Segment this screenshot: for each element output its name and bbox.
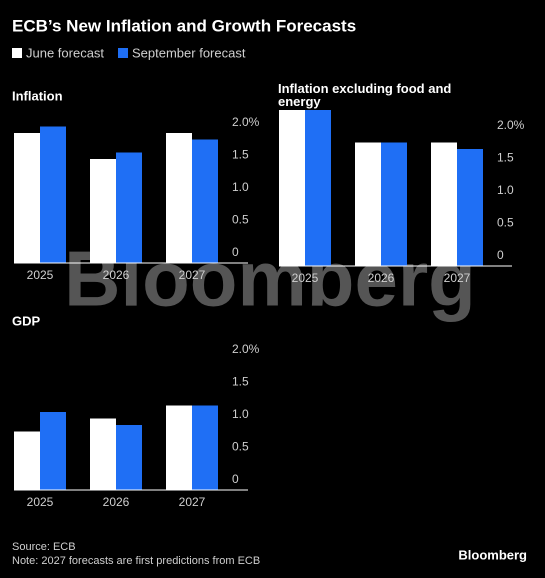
y-tick-label: 1.5 bbox=[497, 151, 514, 165]
x-tick-label: 2026 bbox=[103, 495, 130, 509]
bar bbox=[116, 425, 142, 490]
y-tick-label: 0 bbox=[497, 248, 504, 262]
panel-title: GDP bbox=[12, 313, 41, 328]
y-tick-label: 1.5 bbox=[232, 375, 249, 389]
bar bbox=[40, 412, 66, 490]
bar bbox=[305, 110, 331, 266]
bar bbox=[431, 142, 457, 266]
x-tick-label: 2026 bbox=[103, 268, 130, 282]
note: Note: 2027 forecasts are first predictio… bbox=[12, 555, 260, 567]
bar bbox=[192, 405, 218, 490]
panel-title: Inflation bbox=[12, 88, 63, 103]
chart-title: ECB’s New Inflation and Growth Forecasts bbox=[12, 16, 356, 35]
x-tick-label: 2027 bbox=[179, 268, 206, 282]
bar bbox=[90, 159, 116, 263]
legend-label: September forecast bbox=[132, 45, 246, 60]
x-tick-label: 2026 bbox=[368, 271, 395, 285]
bar bbox=[381, 142, 407, 266]
bar bbox=[279, 110, 305, 266]
y-tick-label: 0 bbox=[232, 245, 239, 259]
y-tick-label: 2.0% bbox=[232, 115, 260, 129]
x-tick-label: 2027 bbox=[179, 495, 206, 509]
y-tick-label: 0.5 bbox=[232, 213, 249, 227]
bar bbox=[192, 139, 218, 263]
y-tick-label: 2.0% bbox=[232, 342, 260, 356]
bar bbox=[166, 405, 192, 490]
legend-swatch bbox=[12, 48, 22, 58]
y-tick-label: 0.5 bbox=[232, 440, 249, 454]
legend-swatch bbox=[118, 48, 128, 58]
panel-title: Inflation excluding food and energy bbox=[278, 81, 452, 109]
y-tick-label: 1.0 bbox=[232, 180, 249, 194]
brand: Bloomberg bbox=[458, 547, 527, 562]
bar bbox=[90, 418, 116, 490]
y-tick-label: 1.0 bbox=[497, 183, 514, 197]
bar bbox=[166, 133, 192, 263]
y-tick-label: 0 bbox=[232, 472, 239, 486]
y-tick-label: 1.5 bbox=[232, 148, 249, 162]
x-tick-label: 2025 bbox=[292, 271, 319, 285]
y-tick-label: 0.5 bbox=[497, 216, 514, 230]
x-tick-label: 2025 bbox=[27, 268, 54, 282]
source: Source: ECB bbox=[12, 541, 76, 553]
bar bbox=[116, 152, 142, 263]
y-tick-label: 1.0 bbox=[232, 407, 249, 421]
x-tick-label: 2025 bbox=[27, 495, 54, 509]
bar bbox=[355, 142, 381, 266]
bar bbox=[40, 126, 66, 263]
x-tick-label: 2027 bbox=[444, 271, 471, 285]
bar bbox=[14, 133, 40, 263]
bar bbox=[14, 431, 40, 490]
y-tick-label: 2.0% bbox=[497, 118, 525, 132]
legend-label: June forecast bbox=[26, 45, 104, 60]
bar bbox=[457, 149, 483, 266]
